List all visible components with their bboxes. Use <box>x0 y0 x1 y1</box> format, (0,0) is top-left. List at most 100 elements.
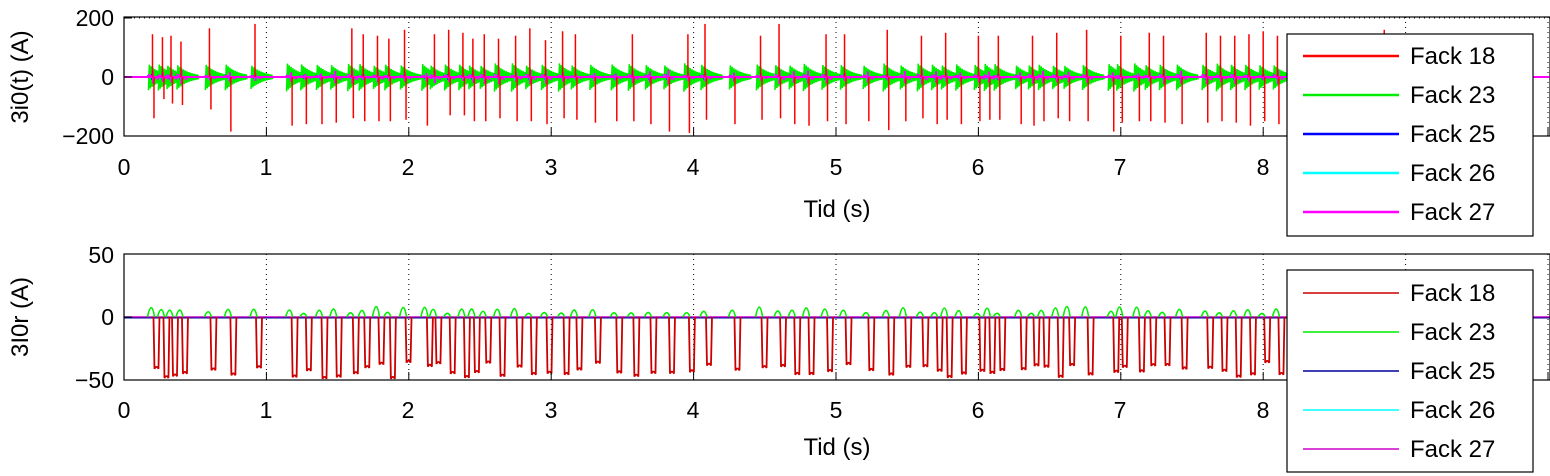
series-fack-18-dip <box>484 316 493 364</box>
series-fack-23-bump <box>203 310 213 318</box>
series-fack-23-bump <box>328 308 338 318</box>
series-fack-23-bump <box>478 310 488 318</box>
series-fack-18-dip <box>320 316 329 380</box>
series-fack-18-dip <box>388 316 397 380</box>
x-tick-label: 7 <box>1114 154 1127 180</box>
series-fack-23-burst <box>663 65 687 90</box>
series-fack-23-bump <box>727 309 737 318</box>
y-tick-label: 50 <box>88 242 114 268</box>
series-fack-23-bump <box>1143 309 1153 318</box>
series-fack-23-burst <box>176 65 200 90</box>
series-fack-18-dip <box>632 316 641 378</box>
series-fack-23-bump <box>662 311 671 318</box>
series-fack-18-dip <box>1019 316 1028 371</box>
series-fack-23-bump <box>165 309 174 318</box>
y-axis-label: 3i0(t) (A) <box>7 30 34 123</box>
series-fack-23-burst <box>839 65 863 90</box>
series-fack-18-dip <box>1112 316 1121 374</box>
series-fack-23-bump <box>249 308 258 318</box>
series-fack-18-dip <box>529 316 538 376</box>
series-fack-23-bump <box>1174 308 1184 318</box>
series-fack-23-bump <box>1157 311 1167 318</box>
series-fack-23-bump <box>1050 307 1060 318</box>
legend-bottom: Fack 18 Fack 23 Fack 25 Fack 26 Fack 27 <box>1286 269 1534 473</box>
series-fack-18-dip <box>1220 316 1229 373</box>
x-tick-label: 0 <box>118 397 131 423</box>
series-fack-18-dip <box>793 316 802 376</box>
series-fack-18-dip <box>463 316 471 379</box>
series-fack-18-dip <box>998 316 1007 372</box>
series-fack-23-bump <box>299 312 308 318</box>
x-tick-label: 2 <box>402 397 415 423</box>
y-tick-label: 200 <box>76 5 114 31</box>
series-fack-18-dip <box>472 316 481 374</box>
x-tick-label: 6 <box>972 397 985 423</box>
series-fack-23-bump <box>588 308 597 318</box>
legend-label: Fack 25 <box>1410 121 1495 148</box>
series-fack-23-burst <box>1063 65 1087 89</box>
series-fack-23-bump <box>428 308 438 318</box>
series-fack-18-dip <box>1056 316 1065 379</box>
series-fack-23-burst <box>802 63 826 92</box>
series-fack-23-bump <box>929 311 939 318</box>
y-axis-label: 3I0r (A) <box>7 277 34 357</box>
legend-label: Fack 26 <box>1410 160 1495 187</box>
series-fack-23-bump <box>754 306 764 318</box>
series-fack-23-bump <box>773 310 782 318</box>
series-fack-18-dip <box>1180 316 1189 370</box>
series-fack-23-bump <box>314 309 324 318</box>
series-fack-18-dip <box>988 316 997 375</box>
series-fack-23-bump <box>992 312 1002 318</box>
series-fack-18-dip <box>904 316 913 369</box>
series-fack-18-dip <box>562 316 571 376</box>
series-fack-23-bump <box>420 306 429 318</box>
series-fack-23-bump <box>1115 306 1124 318</box>
series-fack-18-dip <box>1263 316 1272 364</box>
series-fack-23-burst <box>589 64 613 91</box>
series-fack-23-bump <box>346 312 355 318</box>
x-tick-label: 8 <box>1257 154 1270 180</box>
series-fack-23-bump <box>1132 306 1141 318</box>
series-fack-18-dip <box>935 316 944 372</box>
series-fack-23-bump <box>954 309 963 318</box>
series-fack-23-bump <box>915 311 925 318</box>
series-fack-18-dip <box>162 316 171 379</box>
series-fack-23-bump <box>539 311 549 318</box>
series-fack-23-bump <box>838 309 848 318</box>
series-fack-23-bump <box>175 309 184 318</box>
series-fack-18-dip <box>448 316 457 375</box>
series-fack-18-dip <box>209 316 218 371</box>
series-fack-23-bump <box>467 308 476 318</box>
series-fack-23-bump <box>787 309 797 318</box>
series-fack-18-dip <box>229 316 238 376</box>
series-fack-23-bump <box>972 312 982 318</box>
series-fack-23-bump <box>1106 310 1116 318</box>
series-fack-23-bump <box>1214 312 1224 318</box>
series-fack-23-bump <box>1257 312 1266 318</box>
series-fack-23-bump <box>509 307 519 318</box>
series-fack-18-dip <box>649 316 658 375</box>
series-fack-18-dip <box>867 316 876 372</box>
series-fack-23-burst <box>570 65 594 90</box>
series-fack-18-dip <box>377 316 386 366</box>
y-tick-label: 0 <box>101 304 114 330</box>
series-fack-18-dip <box>351 316 360 375</box>
series-fack-18-dip <box>1249 316 1257 376</box>
legend-label: Fack 26 <box>1410 397 1495 424</box>
y-tick-label: 0 <box>101 64 114 90</box>
x-tick-label: 8 <box>1257 397 1270 423</box>
legend-label: Fack 18 <box>1410 43 1495 70</box>
series-fack-18-dip <box>779 316 787 368</box>
legend-label: Fack 23 <box>1410 319 1495 346</box>
series-fack-18-dip <box>498 316 507 378</box>
series-fack-23-bump <box>861 311 871 318</box>
series-fack-23-bump <box>1228 309 1238 318</box>
series-fack-23-bump <box>1026 312 1036 318</box>
series-fack-23-burst <box>1081 64 1105 91</box>
series-fack-18-dip <box>290 316 299 378</box>
series-fack-23-bump <box>1062 305 1071 318</box>
series-fack-18-dip <box>826 316 834 373</box>
series-fack-23-bump <box>643 311 653 318</box>
x-tick-label: 3 <box>545 154 558 180</box>
series-fack-23-bump <box>801 307 811 318</box>
